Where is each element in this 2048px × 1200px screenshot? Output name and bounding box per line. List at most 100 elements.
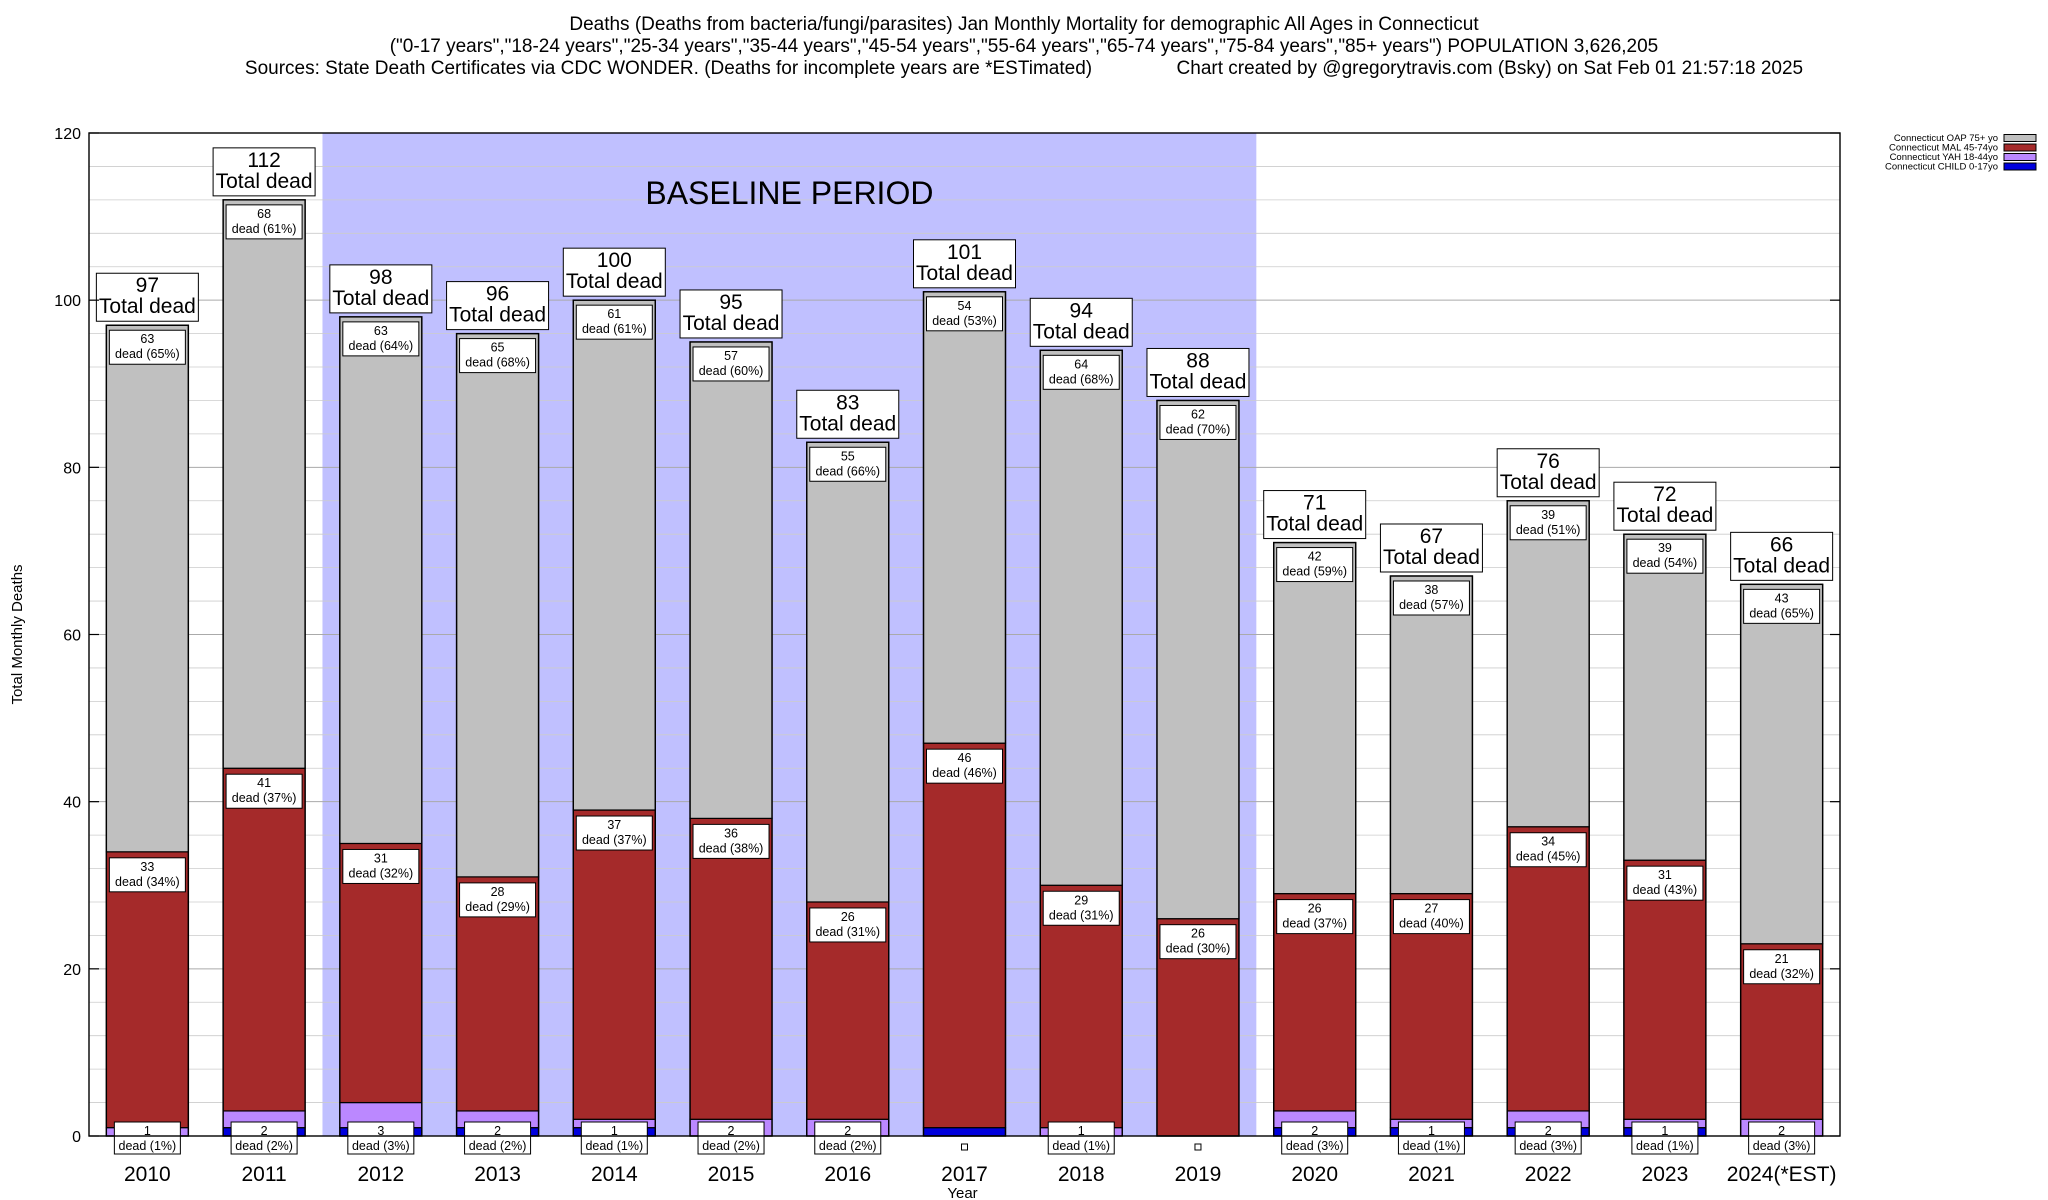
total-label: Total dead bbox=[99, 295, 196, 318]
segment-label: dead (30%) bbox=[1166, 942, 1231, 956]
bar-segment bbox=[922, 291, 1007, 744]
segment-label: 61 bbox=[607, 307, 621, 321]
segment-label: dead (2%) bbox=[469, 1139, 527, 1153]
segment-label-box bbox=[1281, 1121, 1349, 1155]
empty-label-marker bbox=[1194, 1143, 1202, 1151]
segment-label: dead (3%) bbox=[1286, 1139, 1344, 1153]
segment-label-box bbox=[1748, 1121, 1816, 1155]
segment-label: 63 bbox=[140, 332, 154, 346]
bar-segment bbox=[922, 742, 1007, 1129]
segment-label: 21 bbox=[1775, 952, 1789, 966]
legend-entry-label: Connecticut OAP 75+ yo bbox=[1894, 133, 1998, 144]
total-label-box bbox=[913, 239, 1016, 289]
total-label: 94 bbox=[1070, 299, 1094, 322]
segment-label: 2 bbox=[494, 1124, 501, 1138]
bar-segment bbox=[455, 333, 540, 878]
x-tick-label: 2021 bbox=[1408, 1163, 1455, 1186]
x-tick-label: 2022 bbox=[1525, 1163, 1572, 1186]
segment-label-box bbox=[113, 1121, 181, 1155]
y-tick-label: 0 bbox=[72, 1129, 81, 1146]
total-label-box bbox=[1379, 523, 1483, 573]
segment-label: dead (1%) bbox=[1052, 1139, 1110, 1153]
segment-label: dead (1%) bbox=[1403, 1139, 1461, 1153]
segment-label-box bbox=[1743, 949, 1821, 985]
segment-label: 26 bbox=[1191, 927, 1205, 941]
segment-label-box bbox=[225, 773, 303, 809]
x-tick-label: 2024(*EST) bbox=[1727, 1163, 1837, 1186]
segment-label-box bbox=[1042, 354, 1120, 390]
segment-label-box bbox=[692, 823, 770, 859]
bar-segment bbox=[105, 851, 189, 1129]
y-tick-label: 80 bbox=[63, 460, 81, 477]
bar-segment bbox=[1623, 533, 1707, 861]
segment-label: 3 bbox=[377, 1124, 384, 1138]
bar-segment bbox=[572, 299, 656, 811]
y-tick-label: 60 bbox=[63, 628, 81, 645]
segment-label: dead (68%) bbox=[465, 356, 530, 370]
segment-label-box bbox=[1743, 588, 1821, 624]
bar-segment bbox=[105, 324, 189, 853]
segment-label-box bbox=[108, 329, 186, 365]
segment-label: dead (34%) bbox=[115, 875, 180, 889]
segment-label: 31 bbox=[374, 851, 388, 865]
bar-segment bbox=[1389, 575, 1474, 895]
total-label: Total dead bbox=[332, 287, 429, 310]
total-label: Total dead bbox=[1150, 370, 1247, 393]
segment-label-box bbox=[814, 1121, 882, 1155]
bar-segment bbox=[222, 767, 306, 1112]
segment-label: dead (53%) bbox=[932, 314, 997, 328]
x-tick-label: 2013 bbox=[474, 1163, 521, 1186]
total-label: Total dead bbox=[1616, 504, 1713, 527]
segment-label: dead (3%) bbox=[1519, 1139, 1577, 1153]
total-label: Total dead bbox=[1266, 513, 1363, 536]
segment-label: dead (32%) bbox=[1749, 967, 1814, 981]
total-label: Total dead bbox=[216, 170, 313, 193]
segment-label: dead (57%) bbox=[1399, 598, 1464, 612]
segment-label: dead (59%) bbox=[1282, 565, 1347, 579]
segment-label: 1 bbox=[1661, 1124, 1668, 1138]
segment-label: 41 bbox=[257, 776, 271, 790]
segment-label-box bbox=[347, 1121, 415, 1155]
segment-label-box bbox=[108, 857, 186, 893]
segment-label: 34 bbox=[1541, 835, 1555, 849]
bar-segment bbox=[806, 441, 890, 903]
x-axis-title: Year bbox=[947, 1185, 977, 1200]
segment-label: 1 bbox=[611, 1124, 618, 1138]
segment-label-box bbox=[1047, 1121, 1115, 1155]
segment-label: dead (68%) bbox=[1049, 372, 1114, 386]
segment-label: 2 bbox=[1545, 1124, 1552, 1138]
segment-label: 63 bbox=[374, 324, 388, 338]
segment-label-box bbox=[1276, 547, 1354, 583]
bar-segment bbox=[689, 817, 773, 1120]
total-label: 100 bbox=[597, 249, 632, 272]
segment-label: dead (1%) bbox=[119, 1139, 177, 1153]
total-label: Total dead bbox=[566, 270, 663, 293]
segment-label-box bbox=[926, 748, 1003, 784]
segment-label-box bbox=[926, 296, 1003, 332]
segment-label: dead (70%) bbox=[1166, 422, 1231, 436]
total-label-box bbox=[1613, 481, 1717, 531]
segment-label: dead (1%) bbox=[1636, 1139, 1694, 1153]
bar-segment bbox=[1506, 826, 1590, 1112]
total-label: 66 bbox=[1770, 533, 1793, 556]
segment-label: dead (3%) bbox=[1753, 1139, 1811, 1153]
segment-label: dead (37%) bbox=[1282, 917, 1347, 931]
segment-label: 1 bbox=[1078, 1124, 1085, 1138]
segment-label-box bbox=[1631, 1121, 1699, 1155]
segment-label: 27 bbox=[1424, 902, 1438, 916]
legend-entry-label: Connecticut MAL 45-74yo bbox=[1889, 143, 1998, 154]
segment-label-box bbox=[1042, 890, 1120, 926]
total-label: 96 bbox=[486, 283, 509, 306]
bar-segment bbox=[922, 1127, 1007, 1137]
segment-label: dead (66%) bbox=[815, 464, 880, 478]
bar-segment bbox=[1273, 541, 1357, 895]
legend-swatch bbox=[2003, 134, 2037, 142]
total-label: 97 bbox=[136, 274, 159, 297]
segment-label-box bbox=[575, 815, 653, 851]
segment-label-box bbox=[459, 338, 537, 374]
segment-label: dead (38%) bbox=[699, 841, 764, 855]
segment-label: dead (46%) bbox=[932, 766, 997, 780]
segment-label: 28 bbox=[491, 885, 505, 899]
bar-segment bbox=[1039, 349, 1123, 886]
